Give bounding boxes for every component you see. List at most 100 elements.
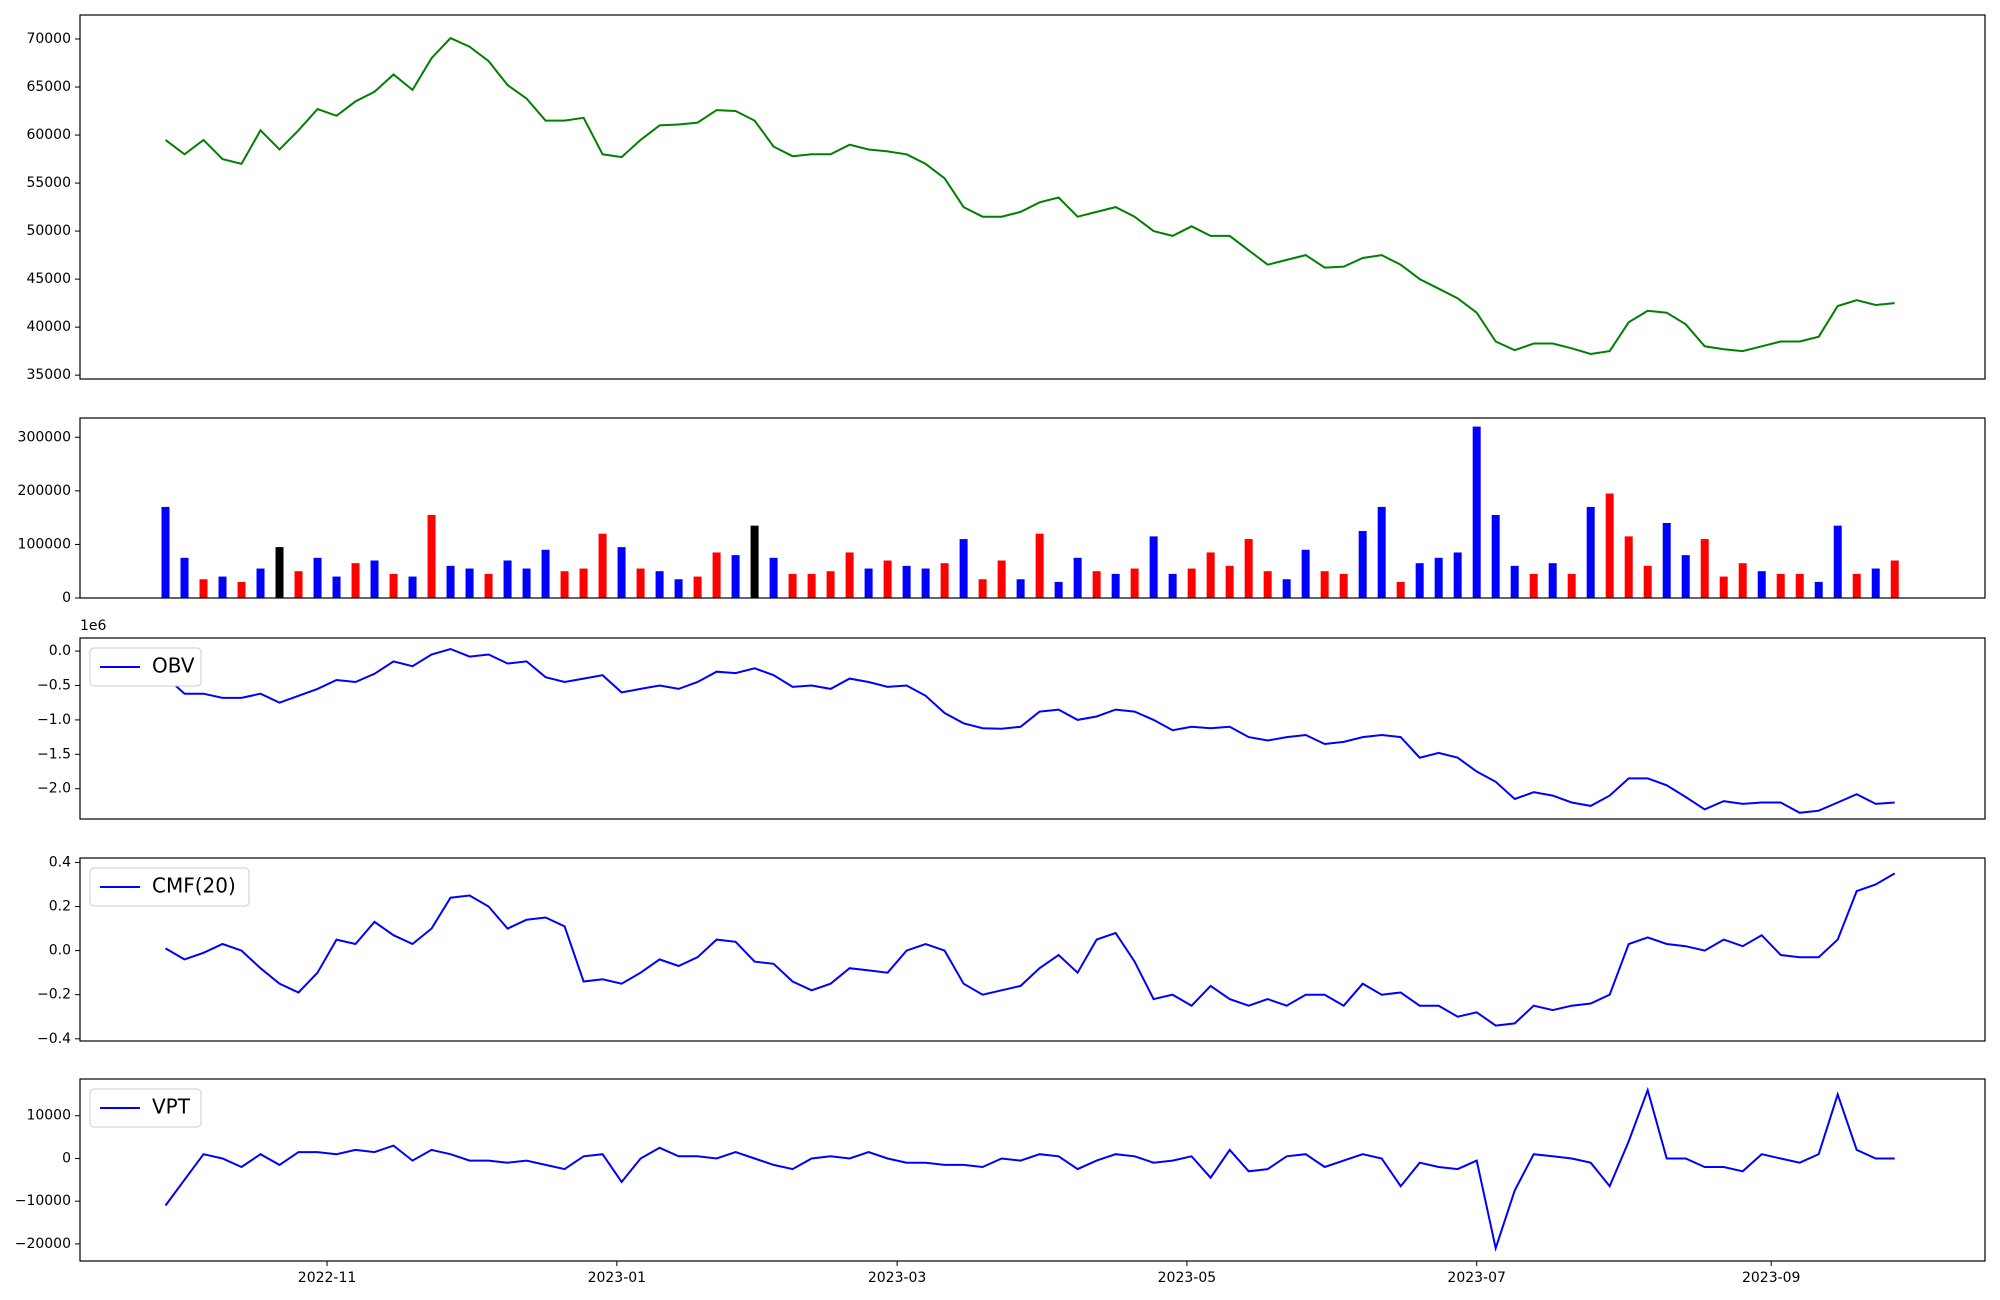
- bar: [845, 552, 854, 598]
- bar: [940, 563, 949, 598]
- bar: [237, 581, 246, 598]
- bar: [1529, 573, 1538, 598]
- bar: [1700, 539, 1709, 598]
- y-tick-label: −0.2: [37, 987, 71, 1003]
- bar: [902, 565, 911, 598]
- y-tick-label: 70000: [26, 31, 71, 47]
- legend-box: [89, 647, 202, 687]
- y-tick-label: 0: [62, 1150, 71, 1166]
- x-tick-label: 2023-09: [1742, 1270, 1801, 1286]
- bar: [1871, 568, 1880, 598]
- axes-frame: [79, 1078, 1986, 1262]
- bar: [541, 549, 550, 598]
- bar: [750, 525, 759, 598]
- bar: [1605, 493, 1614, 598]
- y-tick-label: 45000: [26, 271, 71, 287]
- bar: [1396, 581, 1405, 598]
- bar: [560, 571, 569, 598]
- line: [164, 872, 1896, 1027]
- x-tick-label: 2022-11: [298, 1270, 357, 1286]
- bar: [655, 571, 664, 598]
- bar: [1244, 539, 1253, 598]
- bar: [1434, 557, 1443, 598]
- bar: [883, 560, 892, 598]
- bar: [389, 573, 398, 598]
- bar: [1187, 568, 1196, 598]
- bar: [332, 576, 341, 598]
- bar: [484, 573, 493, 598]
- bar: [446, 565, 455, 598]
- y-tick-label: 0.4: [49, 854, 71, 870]
- bar: [256, 568, 265, 598]
- y-tick-label: −1.0: [37, 712, 71, 728]
- x-tick-label: 2023-01: [588, 1270, 647, 1286]
- y-tick-label: 0.2: [49, 899, 71, 915]
- axes-frame: [79, 857, 1986, 1042]
- bar: [693, 576, 702, 598]
- line: [164, 36, 1895, 356]
- bar: [313, 557, 322, 598]
- bar: [1662, 523, 1671, 598]
- bar: [1320, 571, 1329, 598]
- bar: [921, 568, 930, 598]
- bar: [1738, 563, 1747, 598]
- bar: [1377, 506, 1386, 598]
- y-tick-label: −1.5: [37, 746, 71, 762]
- legend-label: VPT: [152, 1095, 191, 1119]
- y-tick-label: 60000: [26, 127, 71, 143]
- bar: [1016, 579, 1025, 598]
- bar: [503, 560, 512, 598]
- bar: [826, 571, 835, 598]
- bar: [1301, 549, 1310, 598]
- y-tick-label: −0.4: [37, 1031, 71, 1047]
- bar: [959, 539, 968, 598]
- bar: [180, 557, 189, 598]
- bar: [636, 568, 645, 598]
- bar: [1814, 581, 1823, 598]
- x-tick-label: 2023-05: [1158, 1270, 1217, 1286]
- axes-frame: [79, 417, 1986, 599]
- legend-label: OBV: [152, 654, 195, 678]
- bar: [1415, 563, 1424, 598]
- bar: [351, 563, 360, 598]
- y-tick-label: −2.0: [37, 781, 71, 797]
- y-tick-label: 0.0: [49, 643, 71, 659]
- legend-box: [89, 867, 250, 907]
- bar: [427, 514, 436, 598]
- bar: [598, 533, 607, 598]
- bar: [1263, 571, 1272, 598]
- y-tick-label: 100000: [18, 536, 71, 552]
- y-tick-label: 0.0: [49, 943, 71, 959]
- bar: [731, 555, 740, 598]
- bar: [408, 576, 417, 598]
- bar: [1567, 573, 1576, 598]
- axes-frame: [79, 637, 1986, 820]
- bar: [1795, 573, 1804, 598]
- y-tick-label: −10000: [15, 1193, 71, 1209]
- bar: [1643, 565, 1652, 598]
- bar: [1491, 514, 1500, 598]
- axes-frame: [79, 14, 1986, 380]
- bar: [1149, 536, 1158, 598]
- legend-box: [89, 1088, 202, 1128]
- bar: [1092, 571, 1101, 598]
- bar: [1586, 506, 1595, 598]
- bar: [275, 547, 284, 598]
- bar: [788, 573, 797, 598]
- bar: [712, 552, 721, 598]
- bar: [522, 568, 531, 598]
- line: [164, 647, 1895, 814]
- bar: [1073, 557, 1082, 598]
- bar: [579, 568, 588, 598]
- bar: [1681, 555, 1690, 598]
- bar: [1890, 560, 1899, 598]
- bar: [1453, 552, 1462, 598]
- bar: [199, 579, 208, 598]
- bar: [1111, 573, 1120, 598]
- bar: [864, 568, 873, 598]
- bar: [1282, 579, 1291, 598]
- bar: [617, 547, 626, 598]
- y-tick-label: 65000: [26, 79, 71, 95]
- y-tick-label: 35000: [26, 367, 71, 383]
- bar: [161, 506, 170, 598]
